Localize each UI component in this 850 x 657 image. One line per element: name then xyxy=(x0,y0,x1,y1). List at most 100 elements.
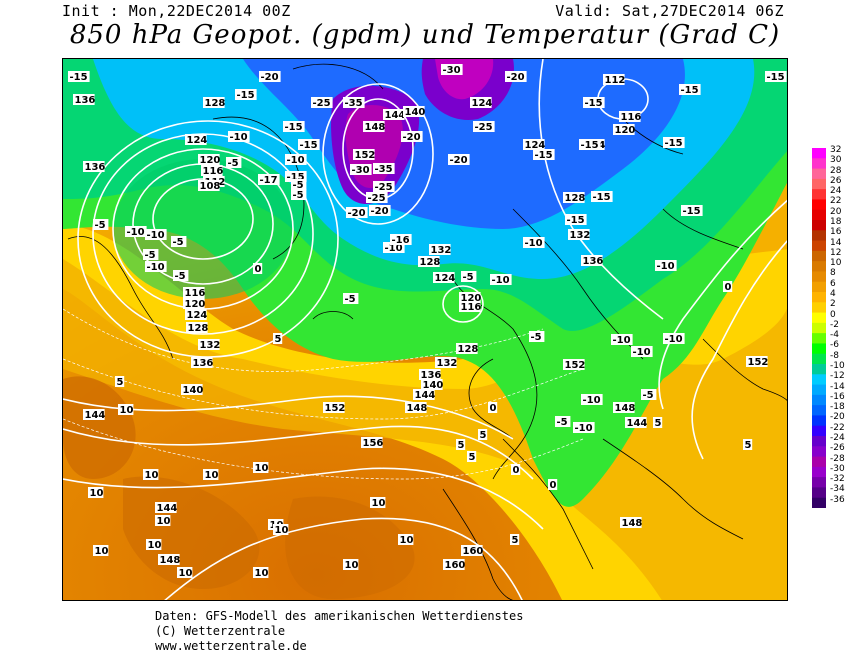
geopotential-label-bg xyxy=(435,357,457,368)
temperature-label-bg xyxy=(145,229,167,240)
geopotential-label-bg xyxy=(613,402,635,413)
temperature-label: 5 xyxy=(469,452,476,463)
geopotential-label-bg xyxy=(746,356,768,367)
temperature-label-bg xyxy=(533,149,555,160)
weather-map: 1361281241201161121081361161201241281321… xyxy=(62,58,788,601)
scale-swatch xyxy=(812,178,826,190)
temperature-label-bg xyxy=(283,121,305,132)
temperature-label-bg xyxy=(461,271,477,282)
geopotential-label: 140 xyxy=(183,385,204,396)
temperature-label: -20 xyxy=(507,72,525,83)
geopotential-label: 116 xyxy=(461,302,482,313)
warm-patch-3 xyxy=(285,496,415,599)
geopotential-label-bg xyxy=(183,287,205,298)
temperature-label: -5 xyxy=(145,250,156,261)
scale-swatch xyxy=(812,271,826,283)
scale-swatch xyxy=(812,209,826,221)
scale-swatch xyxy=(812,364,826,375)
temperature-label-bg xyxy=(343,97,365,108)
geopotential-label-bg xyxy=(198,154,220,165)
temperature-label-bg xyxy=(581,394,603,405)
temperature-label-bg xyxy=(203,469,219,480)
temperature-label-bg xyxy=(743,439,753,450)
temperature-label: 10 xyxy=(205,470,219,481)
geopotential-label-bg xyxy=(613,124,635,135)
temperature-label: -35 xyxy=(345,98,363,109)
scale-swatch xyxy=(812,374,826,386)
temperature-label: -15 xyxy=(70,72,88,83)
temperature-label: -35 xyxy=(375,164,393,175)
geopotential-label: 160 xyxy=(445,560,466,571)
temperature-label: -10 xyxy=(230,132,248,143)
temperature-label-bg xyxy=(350,164,372,175)
warm-band xyxy=(63,259,787,600)
geopotential-label-bg xyxy=(83,161,105,172)
temperature-label: -20 xyxy=(371,206,389,217)
temperature-label: -20 xyxy=(348,208,366,219)
scale-label: -16 xyxy=(830,391,845,402)
temperature-label-bg xyxy=(291,179,307,190)
temperature-label-bg xyxy=(591,191,613,202)
scale-label: -12 xyxy=(830,371,845,382)
temperature-label: 0 xyxy=(490,403,497,414)
temperature-label: -30 xyxy=(352,165,370,176)
temperature-label-bg xyxy=(478,429,488,440)
temperature-label: 10 xyxy=(95,546,109,557)
temperature-label: -5 xyxy=(531,332,542,343)
temperature-label-bg xyxy=(456,439,466,450)
scale-label: -28 xyxy=(830,453,845,464)
geopotential-label: 124 xyxy=(187,310,208,321)
temperature-label-bg xyxy=(448,154,470,165)
temperature-label: 10 xyxy=(145,470,159,481)
credits-website-link[interactable]: www.wetterzentrale.de xyxy=(155,639,307,653)
temperature-label: 10 xyxy=(345,560,359,571)
temp-isoline-0 xyxy=(63,308,544,372)
geopotential-label-bg xyxy=(568,229,590,240)
geopotential-label-bg xyxy=(181,384,203,395)
temperature-label-bg xyxy=(88,487,104,498)
scale-swatch xyxy=(812,302,826,314)
temperature-label: -5 xyxy=(643,390,654,401)
map-canvas: 1361281241201161121081361161201241281321… xyxy=(63,59,787,600)
temperature-label-bg xyxy=(235,89,257,100)
temperature-label-bg xyxy=(488,402,498,413)
temperature-label-bg xyxy=(273,333,283,344)
temperature-label-bg xyxy=(505,71,527,82)
temperature-label-bg xyxy=(390,234,412,245)
temperature-label: -25 xyxy=(313,98,331,109)
scale-swatch xyxy=(812,405,826,416)
geopotential-label: 124 xyxy=(435,273,456,284)
isoline-152 xyxy=(63,425,534,480)
geopotential-label-bg xyxy=(563,192,585,203)
geopotential-label: 128 xyxy=(205,98,226,109)
geopotential-label: 144 xyxy=(85,410,106,421)
temperature-label-bg xyxy=(548,479,558,490)
isoline-norway-low xyxy=(442,285,484,323)
temperature-label: -15 xyxy=(237,90,255,101)
temperature-label: -15 xyxy=(285,122,303,133)
temperature-label-bg xyxy=(679,84,701,95)
temperature-label: -10 xyxy=(575,423,593,434)
scale-label: -18 xyxy=(830,402,845,413)
temperature-label: -10 xyxy=(147,262,165,273)
temperature-label: -10 xyxy=(385,243,403,254)
geopotential-label-bg xyxy=(73,94,95,105)
geopotential-label-bg xyxy=(183,298,205,309)
temperature-label: -16 xyxy=(392,235,410,246)
geopotential-label-bg xyxy=(403,106,425,117)
temperature-label: -10 xyxy=(147,230,165,241)
temperature-label-bg xyxy=(490,274,512,285)
scale-label: 8 xyxy=(830,268,836,279)
geopotential-label: 152 xyxy=(565,360,586,371)
scale-swatch xyxy=(812,189,826,200)
temperature-label: -20 xyxy=(261,72,279,83)
temperature-label: -15 xyxy=(300,140,318,151)
temperature-label-bg xyxy=(346,207,368,218)
scale-swatch xyxy=(812,456,826,468)
geopotential-label-bg xyxy=(456,343,478,354)
geopotential-label: 128 xyxy=(420,257,441,268)
scale-label: 14 xyxy=(830,237,842,248)
temperature-label-bg xyxy=(125,226,147,237)
temperature-label-bg xyxy=(565,214,587,225)
scale-label: -24 xyxy=(830,433,845,443)
